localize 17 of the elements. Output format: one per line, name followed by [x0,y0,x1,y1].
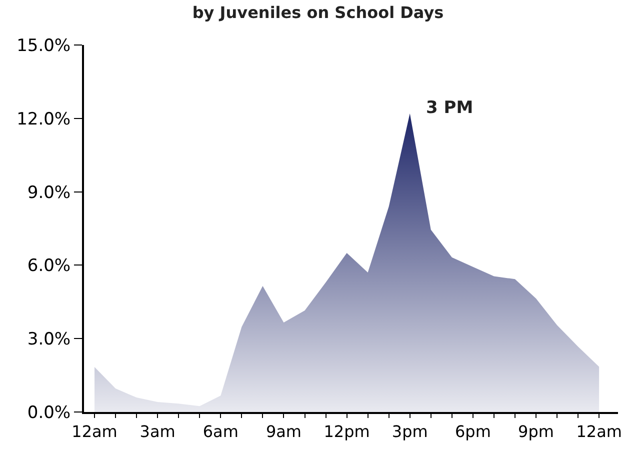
x-tick-label: 12pm [324,422,370,442]
y-tick-label: 6.0% [27,256,71,276]
x-tick-label: 6pm [454,422,491,442]
y-tick-label: 12.0% [16,109,71,130]
y-tick-label: 9.0% [27,182,71,203]
x-tick-label: 9pm [518,422,554,442]
x-tick-label: 9am [266,422,302,442]
y-tick-label: 3.0% [27,330,71,350]
x-tick-label: 12am [576,422,622,442]
x-tick-label: 12am [72,422,118,442]
x-tick-label: 3pm [392,422,428,442]
chart-title: by Juveniles on School Days [192,2,444,22]
annotation: 3 PM [426,98,474,118]
y-tick-label: 15.0% [16,36,71,56]
x-tick-label: 3am [140,422,176,442]
x-tick-label: 6am [202,422,238,442]
y-tick-label: 0.0% [27,402,71,423]
